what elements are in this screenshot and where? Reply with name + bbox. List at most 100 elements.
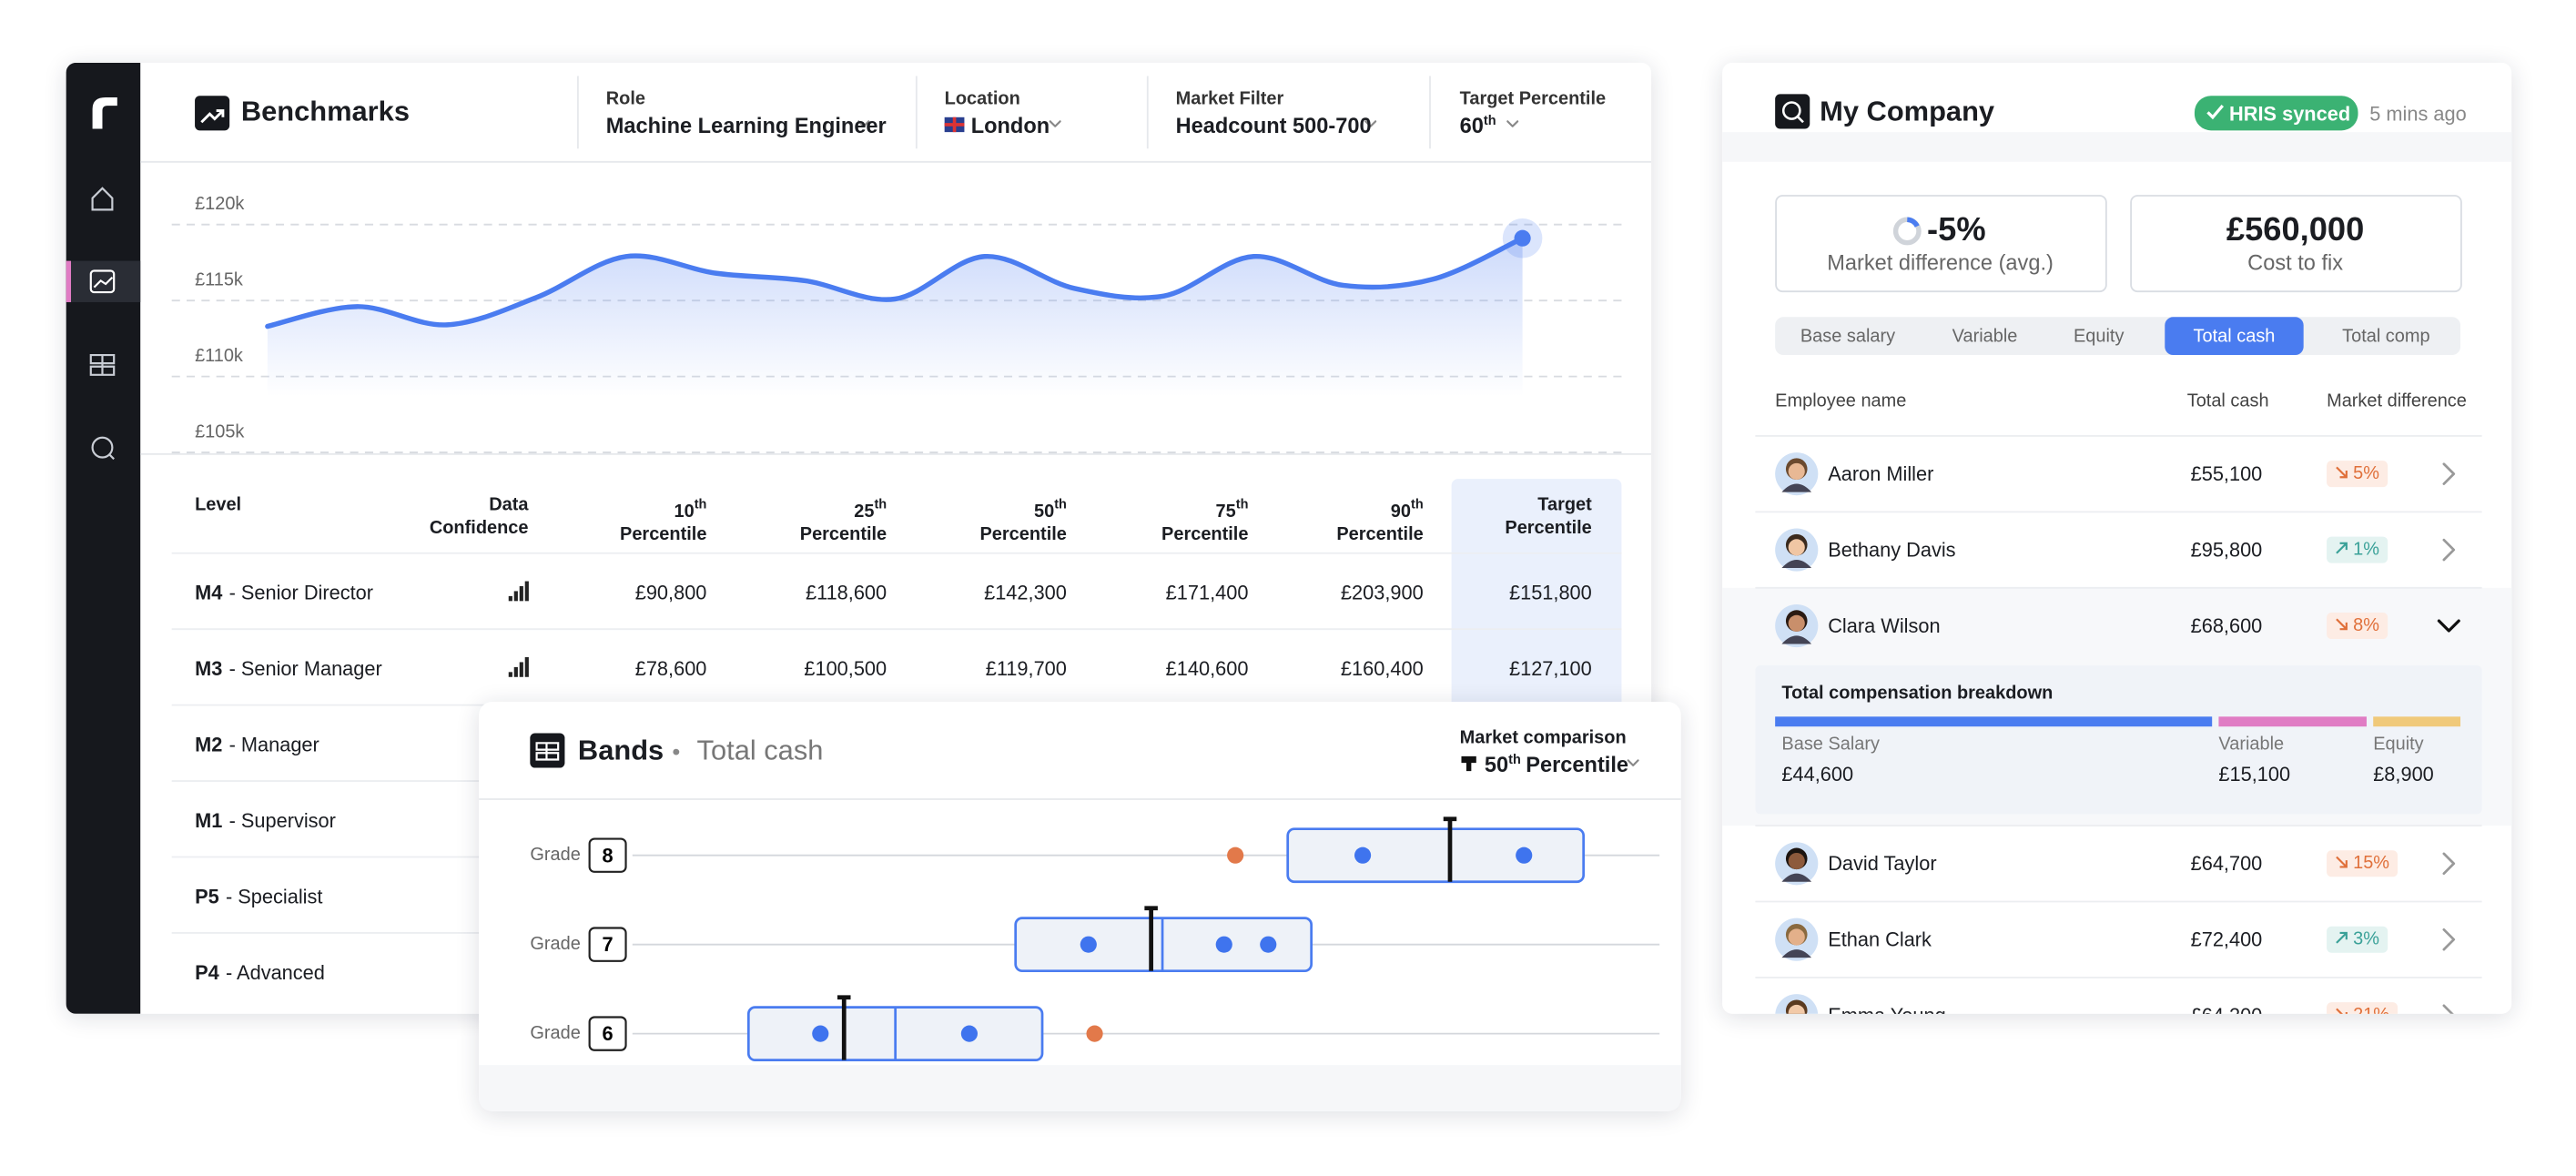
diff-badge: 21% (2327, 1002, 2399, 1014)
chevron[interactable] (857, 120, 870, 127)
confidence-bar (524, 657, 529, 677)
diff-badge: 8% (2327, 613, 2388, 640)
chevron[interactable] (1049, 120, 1061, 127)
total-cash: £68,600 (2190, 613, 2263, 638)
grade-badge (588, 1016, 627, 1051)
column-header: 25th Percentile (787, 493, 887, 546)
filter-text: 60 (1459, 113, 1484, 138)
employee-name: Aaron Miller (1828, 461, 1934, 486)
filter-value[interactable]: London (971, 113, 1050, 137)
filter-value[interactable]: Headcount 500-700 (1176, 113, 1372, 137)
header-text: Level (195, 495, 242, 515)
tab[interactable]: Total comp (2342, 327, 2430, 347)
level-title: - Supervisor (228, 808, 336, 833)
outlier-point (1086, 1025, 1103, 1042)
y-tick-label: £110k (195, 346, 243, 366)
header-sup: th (694, 497, 707, 512)
confidence-bar (508, 672, 512, 677)
outlier-point (1227, 847, 1244, 864)
comparison-sup: th (1508, 752, 1521, 767)
level-title: - Manager (228, 733, 319, 756)
level-title: - Specialist (225, 885, 323, 908)
header-text: Target Percentile (1505, 495, 1592, 539)
level: M1- Supervisor (195, 809, 336, 832)
cell: £118,600 (805, 581, 887, 604)
filter-text: London (970, 113, 1050, 138)
avatar-face (1788, 462, 1805, 480)
level: P5 - Specialist (195, 885, 322, 907)
grade-number: 7 (603, 933, 614, 956)
filter-value[interactable]: Machine Learning Engineer (606, 113, 887, 137)
tab[interactable]: Base salary (1800, 327, 1896, 347)
target-cell: £127,100 (1508, 657, 1592, 681)
column-header: Total cash (2186, 390, 2269, 411)
header-text: Percentile (1336, 524, 1424, 545)
filter-text: Machine Learning Engineer (605, 113, 887, 138)
sync-label: HRIS synced (2229, 102, 2351, 126)
tab[interactable]: Total cash (2193, 327, 2276, 347)
header-sup: th (874, 497, 887, 512)
employee-point (1215, 936, 1232, 953)
trend-arrow (2336, 542, 2348, 554)
stat-value: -5% (1927, 212, 1986, 249)
tab[interactable]: Equity (2073, 327, 2125, 347)
market-marker (1144, 906, 1158, 971)
avatar-body (1781, 559, 1812, 569)
chevron[interactable] (2442, 928, 2456, 951)
chevron[interactable] (2442, 538, 2456, 562)
employee-name: Emma Young (1828, 1004, 1946, 1014)
footer-strip (479, 1065, 1681, 1111)
avatar-face (1788, 614, 1805, 632)
level: M3- Senior Manager (195, 657, 382, 680)
stat-label: Market difference (avg.) (1827, 249, 2054, 276)
chevron[interactable] (2442, 1004, 2454, 1014)
level-code: M1 (195, 808, 223, 833)
cell: £78,600 (634, 657, 707, 681)
tab[interactable]: Variable (1952, 327, 2018, 347)
avatar-body (1781, 949, 1812, 958)
canvas: 8 7 6 (479, 733, 1681, 1111)
nav-search[interactable] (91, 436, 114, 459)
header-text: Percentile (1161, 524, 1249, 545)
title-icon-handle (1797, 116, 1804, 124)
level-code: P5 (195, 885, 219, 908)
trend-arrow (2336, 931, 2348, 944)
employee-point (1354, 847, 1372, 864)
chevron[interactable] (1506, 120, 1519, 127)
employee-point (960, 1025, 978, 1042)
nav-bands[interactable] (89, 353, 116, 376)
company-card: My Company HRIS synced 5 mins ago -5% Market… (1722, 62, 2512, 1014)
comparison-value[interactable]: 50th Percentile (1485, 752, 1628, 776)
header-sup: th (1411, 497, 1424, 512)
grade-label: Grade (530, 934, 581, 955)
filter-value[interactable]: 60th (1460, 113, 1496, 137)
nav-search-handle[interactable] (107, 453, 115, 461)
level-title: - Senior Manager (228, 657, 382, 681)
chevron[interactable] (1627, 759, 1639, 766)
filter-label: Target Percentile (1459, 88, 1607, 109)
sync-time: 5 mins ago (2369, 102, 2467, 126)
trend-arrow (2336, 856, 2348, 868)
nav-home[interactable] (91, 187, 114, 211)
trend-area (267, 238, 1523, 397)
confidence-bar (508, 595, 512, 602)
level-code: M3 (195, 657, 223, 681)
diff-badge: 5% (2327, 461, 2388, 488)
market-marker (837, 995, 851, 1060)
chevron[interactable] (2437, 619, 2460, 633)
confidence-bar (513, 591, 518, 602)
chevron[interactable] (1364, 120, 1377, 127)
trend-line (265, 236, 1526, 329)
level-code: M2 (195, 733, 223, 756)
grade-label: Grade (530, 845, 581, 866)
chevron[interactable] (2442, 852, 2456, 876)
subtitle: Total cash (696, 735, 824, 766)
avatar-face (1788, 1004, 1805, 1014)
level: P4- Advanced (195, 961, 325, 984)
nav-benchmarks[interactable] (89, 269, 116, 294)
chevron[interactable] (2442, 462, 2456, 485)
stat-value: £560,000 (2226, 212, 2365, 249)
breakdown-bar (2218, 716, 2367, 727)
y-tick-label: £115k (195, 270, 243, 290)
grade-badge (588, 927, 627, 962)
